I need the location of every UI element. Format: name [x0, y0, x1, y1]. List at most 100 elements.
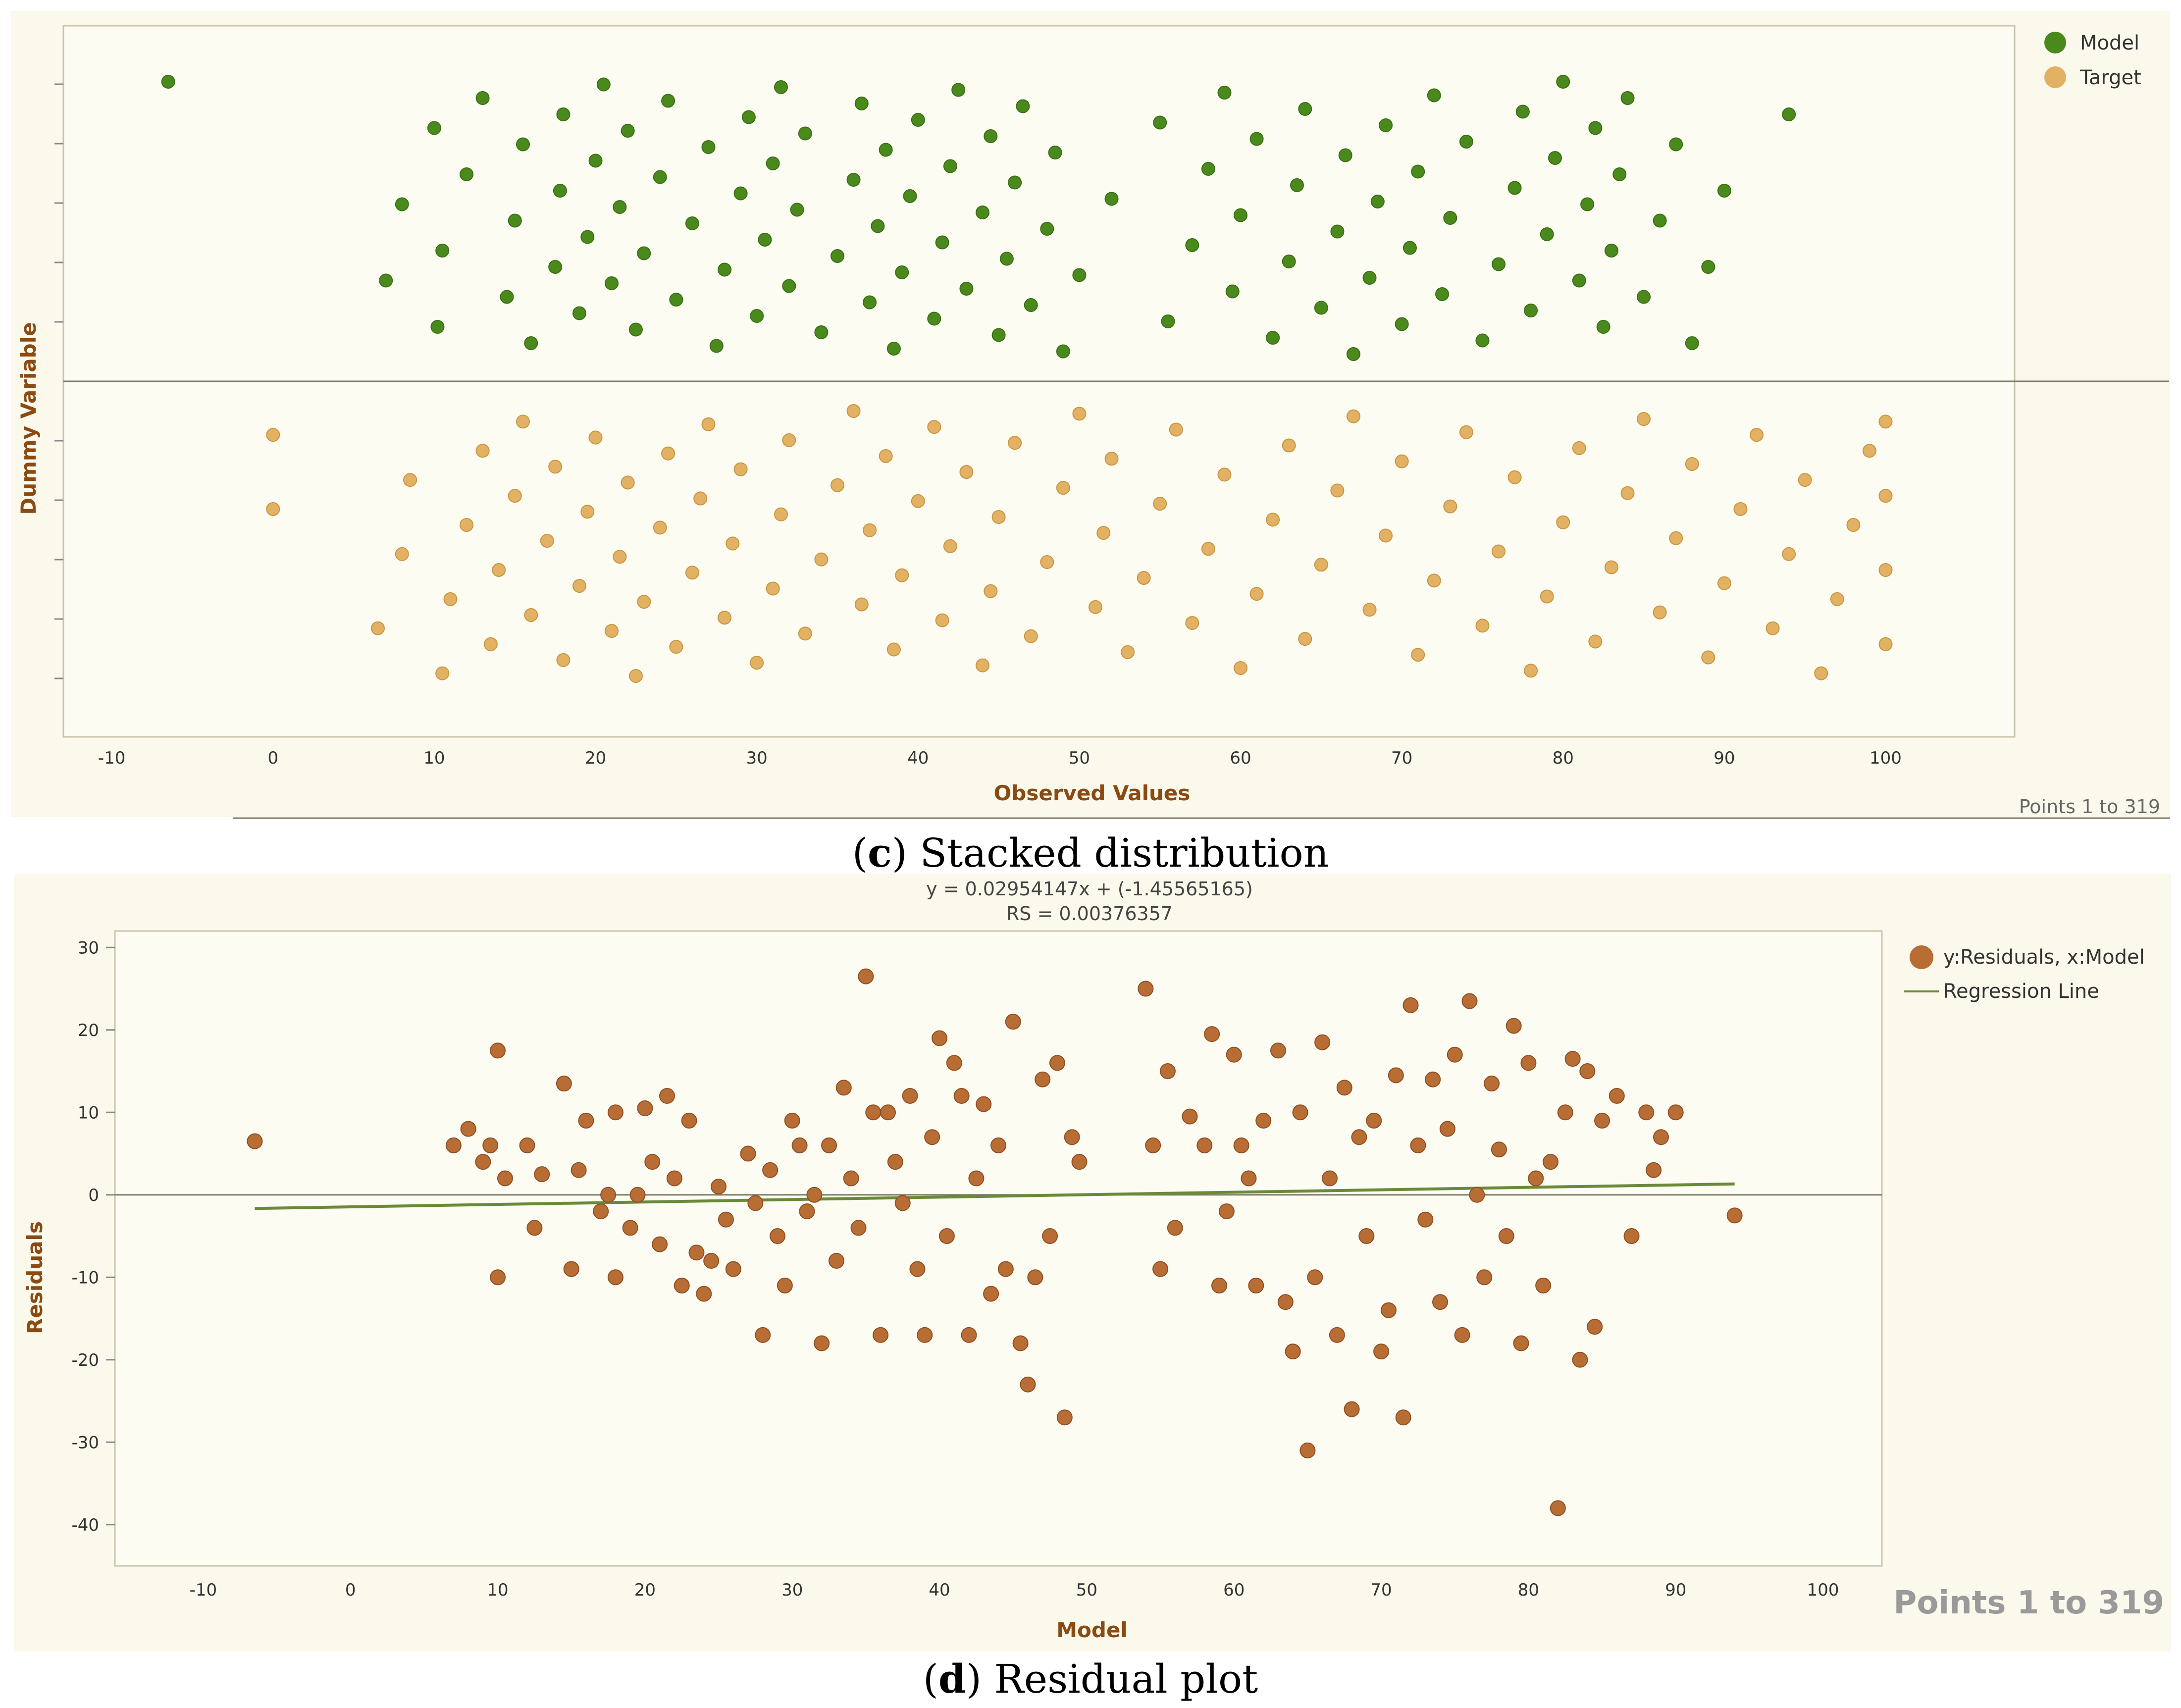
point-residual: [1476, 1269, 1493, 1286]
point-model: [1637, 290, 1651, 304]
point-model: [524, 336, 538, 350]
point-target: [1830, 592, 1844, 606]
point-residual: [1506, 1018, 1522, 1034]
point-residual: [718, 1211, 734, 1228]
point-target: [911, 494, 925, 508]
point-target: [1234, 661, 1248, 675]
point-target: [1492, 544, 1506, 559]
point-target: [370, 621, 385, 635]
point-model: [1161, 314, 1175, 328]
legend-target-label: Target: [2079, 66, 2141, 89]
point-residual: [1351, 1129, 1367, 1145]
point-target: [1185, 616, 1199, 630]
panel-d-x-tick-label: 100: [1807, 1580, 1839, 1600]
point-target: [750, 656, 764, 670]
point-residual: [865, 1104, 882, 1121]
point-model: [1346, 347, 1360, 361]
point-residual: [1572, 1351, 1588, 1368]
point-residual: [571, 1162, 587, 1178]
point-target: [1669, 531, 1683, 545]
point-model: [886, 342, 901, 356]
point-model: [1314, 301, 1328, 315]
point-target: [435, 666, 450, 680]
point-residual: [1447, 1046, 1463, 1063]
point-residual: [909, 1261, 926, 1277]
point-residual: [666, 1170, 682, 1187]
point-model: [1266, 331, 1280, 345]
point-target: [395, 547, 409, 561]
point-residual: [1402, 997, 1419, 1013]
point-residual: [1064, 1129, 1080, 1145]
point-residual: [1469, 1187, 1485, 1203]
panel-c-x-tick-label: 80: [1553, 748, 1574, 768]
point-model: [999, 252, 1014, 266]
point-residual: [659, 1087, 675, 1104]
point-residual: [1564, 1051, 1581, 1067]
point-model: [621, 124, 635, 138]
point-residual: [976, 1096, 992, 1112]
point-model: [1370, 195, 1385, 208]
panel-d-x-tick-label: 10: [487, 1580, 508, 1600]
point-model: [1435, 287, 1450, 301]
point-residual: [622, 1220, 638, 1236]
point-target: [1653, 605, 1667, 620]
point-target: [959, 465, 974, 479]
panel-d-y-tick-label: -10: [71, 1268, 99, 1288]
point-model: [475, 91, 490, 105]
point-target: [814, 552, 829, 567]
point-target: [1814, 666, 1828, 680]
point-model: [1459, 135, 1473, 149]
point-model: [556, 107, 571, 121]
caption-c-letter: c: [868, 829, 892, 876]
point-model: [1507, 181, 1522, 195]
panel-d-y-tick-label: 20: [78, 1021, 99, 1040]
point-target: [403, 473, 417, 487]
point-model: [1234, 208, 1248, 222]
panel-c-x-tick-label: 10: [423, 748, 445, 768]
point-model: [1056, 344, 1070, 359]
point-model: [669, 293, 683, 307]
point-model: [1604, 244, 1618, 258]
point-target: [733, 462, 748, 476]
point-model: [1330, 224, 1345, 239]
point-residual: [1145, 1137, 1161, 1153]
point-residual: [1204, 1026, 1220, 1042]
panel-d-points: [247, 968, 1743, 1516]
point-target: [766, 581, 780, 596]
point-model: [1475, 333, 1490, 348]
point-model: [1298, 102, 1312, 116]
point-residual: [1182, 1108, 1198, 1125]
point-residual: [1270, 1042, 1286, 1059]
point-residual: [526, 1220, 543, 1236]
panel-d-y-tick-label: 10: [78, 1103, 99, 1123]
point-model: [1580, 197, 1595, 211]
point-residual: [1138, 981, 1154, 997]
point-model: [1556, 75, 1570, 89]
point-target: [266, 502, 280, 516]
panel-c-y-ticks: [54, 83, 63, 679]
point-residual: [1292, 1104, 1308, 1121]
panel-d-legend: y:Residuals, x:Model Regression Line: [1904, 945, 2145, 1003]
panel-d-x-tick-label: 30: [781, 1580, 803, 1600]
point-target: [1766, 621, 1780, 635]
point-target: [483, 637, 498, 651]
point-target: [1104, 452, 1119, 466]
point-model: [1072, 268, 1087, 282]
stacked-distribution-panel: -10 0 10 20 30 40 50 60 70 80 90 100 Observed Value…: [11, 11, 2170, 819]
point-residual: [1035, 1071, 1051, 1087]
point-target: [1588, 634, 1603, 649]
point-residual: [593, 1203, 609, 1220]
legend-model-marker: [2044, 32, 2066, 53]
point-residual: [629, 1187, 646, 1203]
point-target: [701, 417, 716, 431]
point-residual: [917, 1327, 933, 1343]
point-residual: [1322, 1170, 1338, 1187]
point-target: [621, 475, 635, 490]
point-residual: [932, 1030, 948, 1046]
point-target: [1056, 481, 1070, 495]
point-residual: [725, 1261, 741, 1277]
legend-regression-label: Regression Line: [1943, 980, 2099, 1003]
point-target: [1008, 436, 1022, 450]
point-model: [1201, 162, 1215, 176]
point-residual: [445, 1137, 462, 1153]
